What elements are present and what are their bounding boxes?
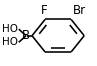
Text: Br: Br [73,4,86,17]
Text: B: B [22,29,30,42]
Text: HO: HO [2,24,18,34]
Text: F: F [41,4,48,17]
Text: HO: HO [2,37,18,47]
